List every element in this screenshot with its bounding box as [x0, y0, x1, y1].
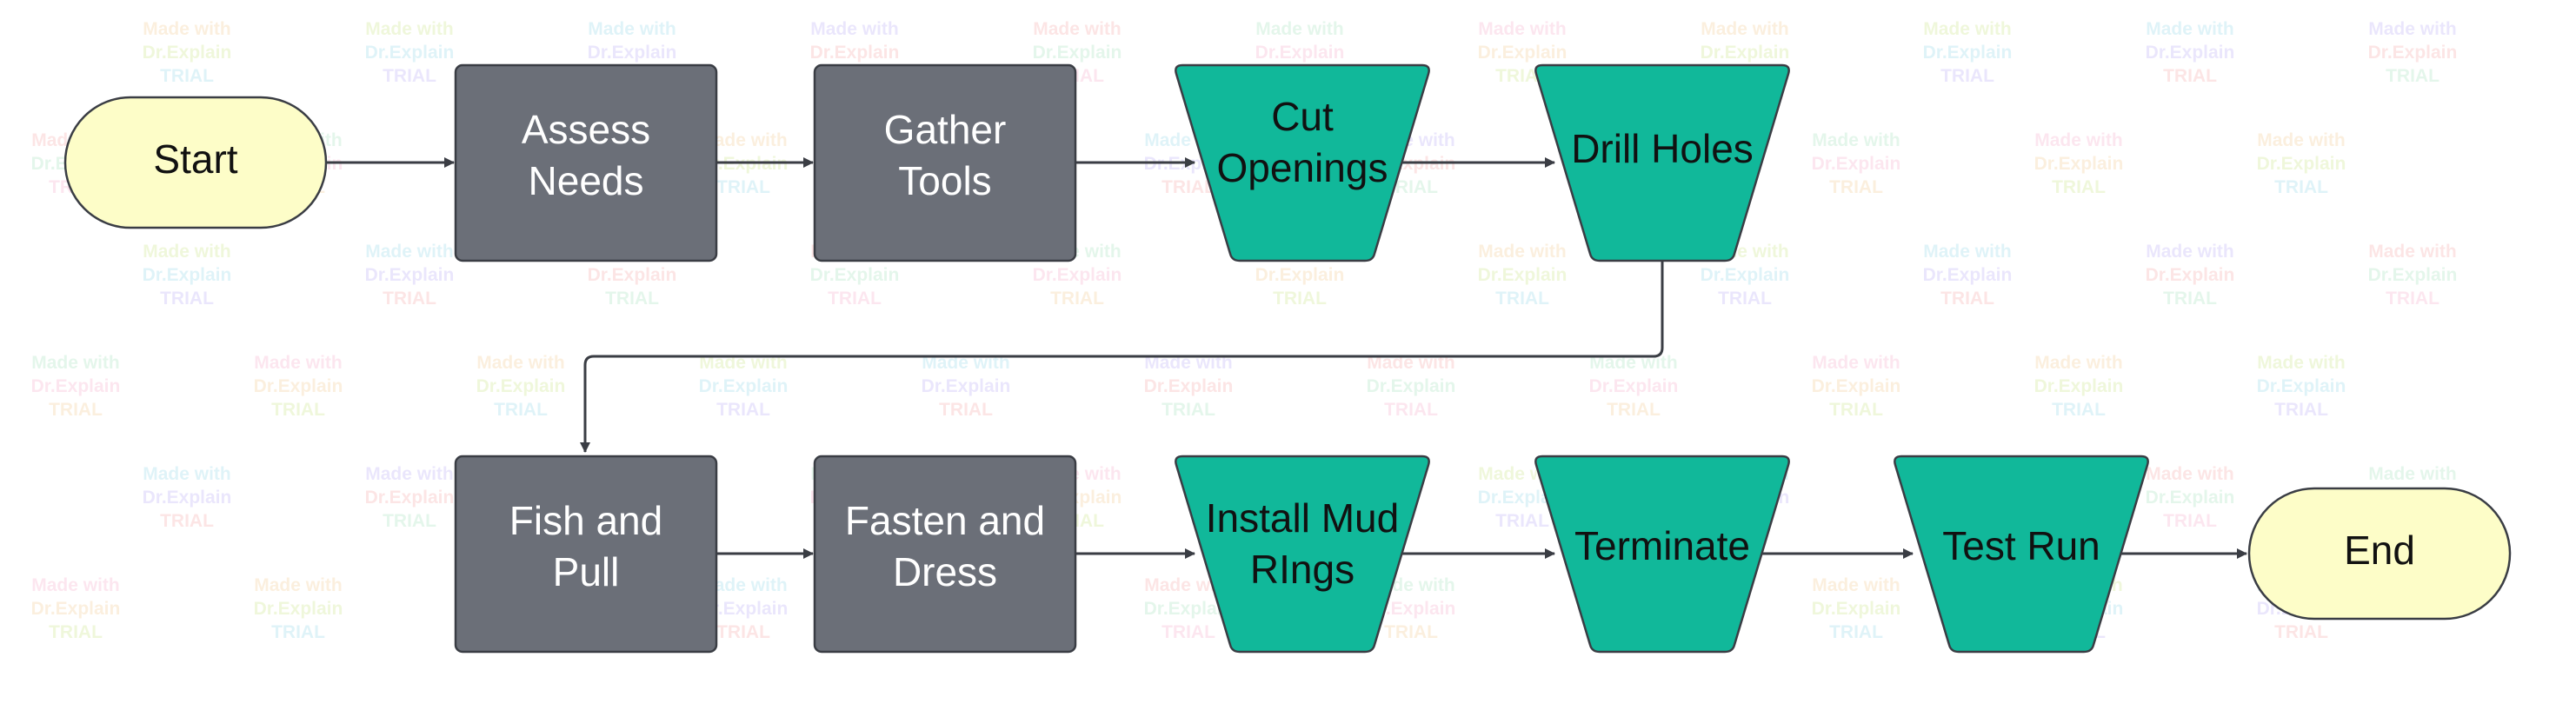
- gather-label-line1: Gather: [884, 107, 1007, 152]
- end-shape: [2247, 487, 2512, 621]
- gather-label-line2: Tools: [898, 158, 991, 203]
- cut-label-line1: Cut: [1271, 94, 1334, 139]
- cut-label-line2: Openings: [1217, 145, 1388, 190]
- terminate-label: Terminate: [1574, 523, 1750, 568]
- assess-label-line1: Assess: [522, 107, 650, 152]
- node-end[interactable]: End: [2247, 487, 2512, 621]
- gather-shape: [813, 63, 1077, 262]
- connectors: [326, 157, 2247, 559]
- node-assess-needs[interactable]: Assess Needs: [454, 63, 718, 262]
- fasten-label-line2: Dress: [893, 549, 997, 594]
- assess-label-line2: Needs: [529, 158, 644, 203]
- start-shape: [63, 96, 328, 229]
- fasten-label-line1: Fasten and: [845, 498, 1045, 543]
- start-label: Start: [153, 136, 237, 182]
- node-gather-tools[interactable]: Gather Tools: [813, 63, 1077, 262]
- assess-shape: [454, 63, 718, 262]
- cut-shape: [1175, 63, 1430, 262]
- install-shape: [1175, 455, 1430, 654]
- node-start[interactable]: Start: [63, 96, 328, 229]
- node-terminate[interactable]: Terminate: [1534, 455, 1790, 654]
- install-label-line1: Install Mud: [1206, 495, 1399, 541]
- node-fasten-and-dress[interactable]: Fasten and Dress: [813, 455, 1077, 654]
- node-drill-holes[interactable]: Drill Holes: [1534, 63, 1790, 262]
- test-label: Test Run: [1942, 523, 2100, 568]
- node-fish-and-pull[interactable]: Fish and Pull: [454, 455, 718, 654]
- drill-label: Drill Holes: [1571, 126, 1754, 171]
- test-shape: [1894, 455, 2149, 654]
- install-label-line2: RIngs: [1250, 547, 1355, 592]
- node-install-mud-rings[interactable]: Install Mud RIngs: [1175, 455, 1430, 654]
- fasten-shape: [813, 455, 1077, 654]
- node-cut-openings[interactable]: Cut Openings: [1175, 63, 1430, 262]
- node-test-run[interactable]: Test Run: [1894, 455, 2149, 654]
- drill-shape: [1534, 63, 1790, 262]
- edge-drill-fish: [580, 261, 1664, 453]
- fish-label-line1: Fish and: [509, 498, 662, 543]
- fish-label-line2: Pull: [553, 549, 620, 594]
- end-label: End: [2344, 528, 2415, 573]
- terminate-shape: [1534, 455, 1790, 654]
- fish-shape: [454, 455, 718, 654]
